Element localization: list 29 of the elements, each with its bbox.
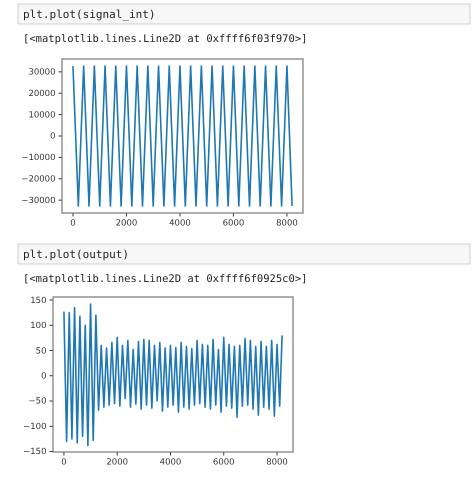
line-series [63, 303, 283, 446]
y-tick-label: −10000 [21, 153, 56, 164]
x-tick-label: 2000 [106, 458, 128, 468]
text: [<matplotlib.lines.Line2D at 0xffff6f0925c0>] [23, 273, 308, 285]
x-tick-label: 8000 [266, 458, 288, 468]
y-tick-label: −50 [28, 396, 46, 407]
y-tick-label: 0 [50, 132, 56, 142]
y-tick-label: −150 [23, 447, 46, 458]
x-tick-label: 0 [61, 458, 67, 468]
y-tick-label: 150 [30, 296, 46, 306]
x-tick-label: 2000 [116, 218, 138, 229]
y-tick-label: 100 [30, 320, 46, 331]
x-tick-label: 6000 [222, 218, 244, 229]
y-tick-label: −100 [23, 422, 46, 432]
text: plt.plot(output) [23, 248, 129, 261]
y-tick-label: 50 [36, 346, 46, 356]
y-tick-label: 0 [41, 371, 46, 382]
x-tick-label: 4000 [169, 218, 191, 229]
text: plt.plot(signal_int) [23, 8, 156, 21]
x-tick-label: 8000 [276, 218, 298, 229]
y-tick-label: 10000 [28, 110, 56, 120]
x-tick-label: 0 [70, 218, 76, 229]
x-tick-label: 4000 [160, 458, 182, 468]
y-tick-label: −20000 [21, 174, 56, 184]
y-tick-label: −30000 [21, 196, 56, 206]
y-tick-label: 20000 [28, 88, 56, 99]
text: [<matplotlib.lines.Line2D at 0xffff6f03f970>] [23, 33, 308, 45]
y-tick-label: 30000 [28, 68, 56, 78]
x-tick-label: 6000 [212, 458, 235, 468]
